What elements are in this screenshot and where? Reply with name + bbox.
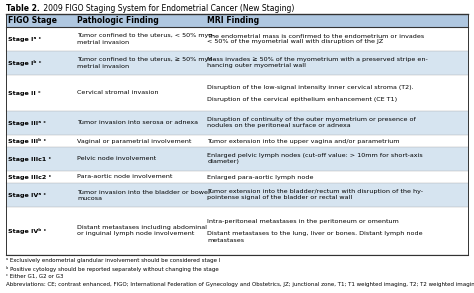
Text: Stage IIIᵃ ᶜ: Stage IIIᵃ ᶜ	[9, 120, 46, 125]
Text: ᵇ Positive cytology should be reported separately without changing the stage: ᵇ Positive cytology should be reported s…	[6, 266, 219, 272]
Text: Tumor extension into the upper vagina and/or parametrium: Tumor extension into the upper vagina an…	[207, 139, 400, 144]
Bar	[6, 183, 468, 207]
Bar	[6, 207, 468, 255]
Bar	[6, 27, 468, 51]
Text: Stage Iᵇ ᶜ: Stage Iᵇ ᶜ	[9, 60, 42, 66]
Text: Tumor confined to the uterus, < 50% myo-
metrial invasion: Tumor confined to the uterus, < 50% myo-…	[77, 33, 215, 45]
Text: Pathologic Finding: Pathologic Finding	[77, 16, 159, 25]
Text: Stage IVᵇ ᶜ: Stage IVᵇ ᶜ	[9, 228, 47, 234]
Text: Tumor invasion into serosa or adnexa: Tumor invasion into serosa or adnexa	[77, 120, 198, 125]
Text: Stage IIIc1 ᶜ: Stage IIIc1 ᶜ	[9, 156, 52, 161]
Text: Stage IIIc2 ᶜ: Stage IIIc2 ᶜ	[9, 175, 52, 180]
Text: The endometrial mass is confirmed to the endometrium or invades
< 50% of the myo: The endometrial mass is confirmed to the…	[207, 33, 424, 45]
Text: Para-aortic node involvement: Para-aortic node involvement	[77, 175, 172, 180]
Text: Table 2.: Table 2.	[6, 4, 40, 13]
Text: Enlarged para-aortic lymph node: Enlarged para-aortic lymph node	[207, 175, 314, 180]
Bar	[6, 75, 468, 111]
Text: Enlarged pelvic lymph nodes (cut-off value: > 10mm for short-axis
diameter): Enlarged pelvic lymph nodes (cut-off val…	[207, 154, 423, 164]
Text: Abbreviations: CE; contrast enhanced, FIGO; International Federation of Gynecolo: Abbreviations: CE; contrast enhanced, FI…	[6, 282, 474, 287]
Bar	[6, 135, 468, 147]
Text: Mass invades ≥ 50% of the myometrium with a preserved stripe en-
hancing outer m: Mass invades ≥ 50% of the myometrium wit…	[207, 57, 428, 69]
Text: FIGO Stage: FIGO Stage	[9, 16, 57, 25]
Text: Disruption of the low-signal intensity inner cervical stroma (T2).

Disruption o: Disruption of the low-signal intensity i…	[207, 84, 414, 101]
Bar	[6, 14, 468, 255]
Text: Pelvic node involvement: Pelvic node involvement	[77, 156, 156, 161]
Text: Stage IVᵃ ᶜ: Stage IVᵃ ᶜ	[9, 193, 46, 197]
Bar	[6, 111, 468, 135]
Text: Distant metastases including abdominal
or inguinal lymph node involvement: Distant metastases including abdominal o…	[77, 226, 207, 236]
Text: Disruption of continuity of the outer myometrium or presence of
nodules on the p: Disruption of continuity of the outer my…	[207, 117, 416, 129]
Text: Intra-peritoneal metastases in the peritoneum or omentum

Distant metastases to : Intra-peritoneal metastases in the perit…	[207, 219, 423, 243]
Text: Stage II ᶜ: Stage II ᶜ	[9, 91, 41, 96]
Text: Tumor extension into the bladder/rectum with disruption of the hy-
pointense sig: Tumor extension into the bladder/rectum …	[207, 190, 423, 200]
Text: Vaginal or parametrial involvement: Vaginal or parametrial involvement	[77, 139, 191, 144]
Text: Stage IIIᵇ ᶜ: Stage IIIᵇ ᶜ	[9, 138, 46, 144]
Bar	[6, 51, 468, 75]
Text: Cervical stromal invasion: Cervical stromal invasion	[77, 91, 158, 96]
Text: ᵃ Exclusively endometrial glandular involvement should be considered stage I: ᵃ Exclusively endometrial glandular invo…	[6, 258, 220, 263]
Text: MRI Finding: MRI Finding	[207, 16, 259, 25]
Text: Stage Iᵃ ᶜ: Stage Iᵃ ᶜ	[9, 37, 42, 42]
Bar	[6, 171, 468, 183]
Text: Tumor confined to the uterus, ≥ 50% myo-
metrial invasion: Tumor confined to the uterus, ≥ 50% myo-…	[77, 57, 215, 69]
Bar	[6, 14, 468, 27]
Text: 2009 FIGO Staging System for Endometrial Cancer (New Staging): 2009 FIGO Staging System for Endometrial…	[41, 4, 294, 13]
Text: ᶜ Either G1, G2 or G3: ᶜ Either G1, G2 or G3	[6, 274, 64, 279]
Text: Tumor invasion into the bladder or bowel
mucosa: Tumor invasion into the bladder or bowel…	[77, 190, 210, 200]
Bar	[6, 147, 468, 171]
